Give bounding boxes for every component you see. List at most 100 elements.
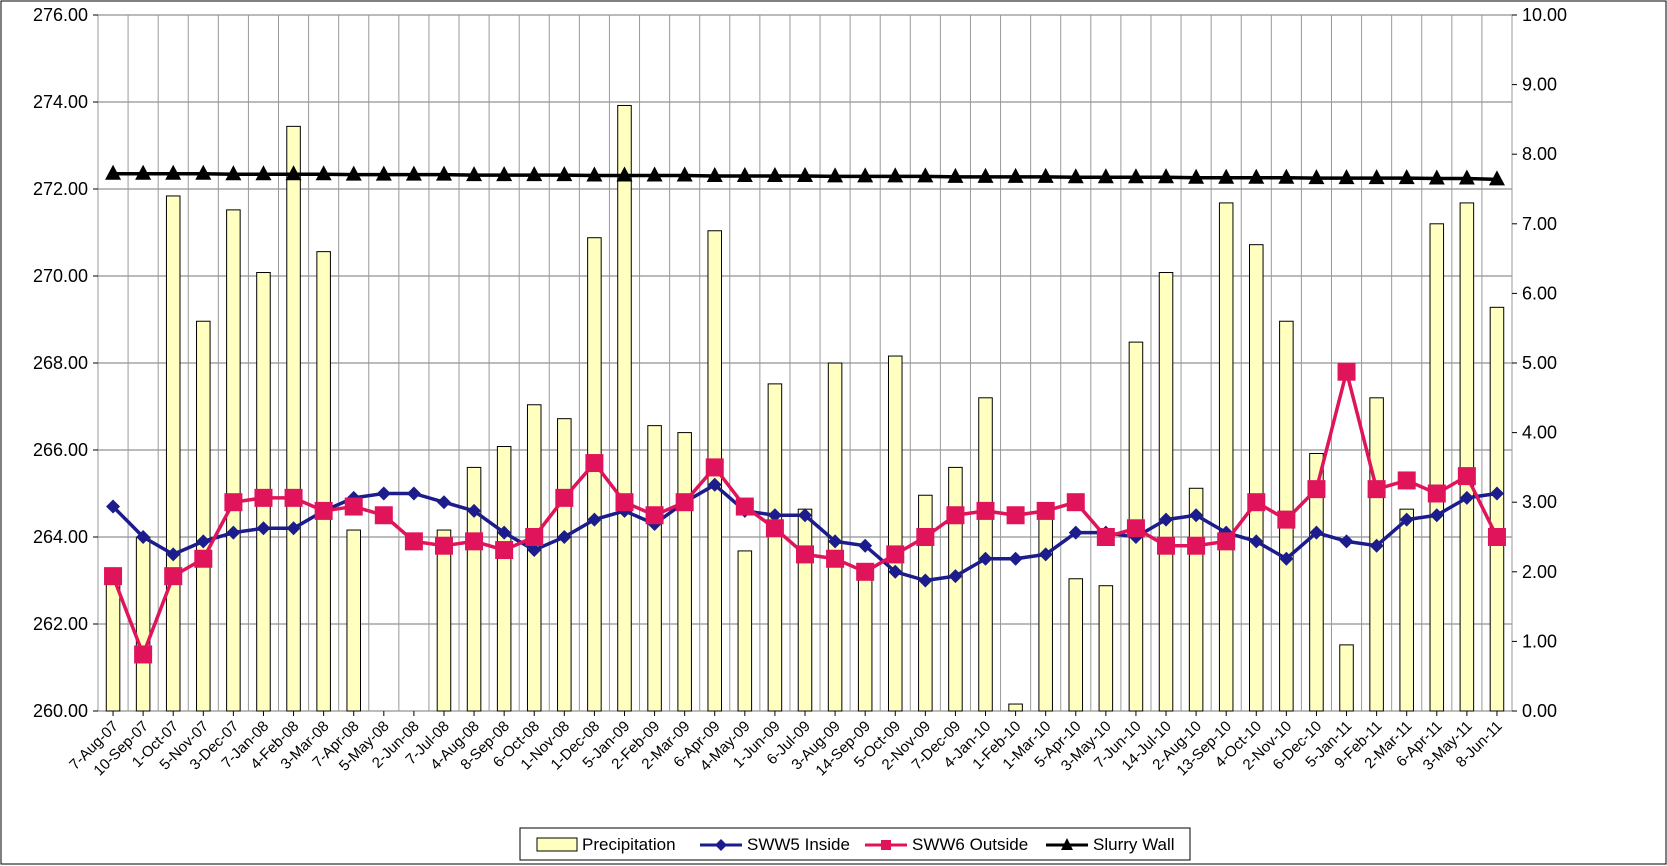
sww6-outside-point: [645, 506, 664, 525]
slurry-wall-point: [1037, 167, 1054, 183]
sww6-outside-point: [615, 493, 634, 512]
slurry-wall-point: [766, 166, 783, 182]
precipitation-bar: [316, 251, 331, 712]
slurry-wall-point: [1278, 168, 1295, 184]
sww6-outside-point: [314, 501, 333, 520]
right-axis-tick-label: 5.00: [1522, 353, 1557, 373]
sww5-inside-point: [376, 486, 391, 501]
left-axis-tick-label: 276.00: [33, 5, 88, 25]
sww5-inside-point: [828, 534, 843, 549]
precipitation-bar: [1369, 397, 1384, 712]
slurry-wall-point: [526, 166, 543, 182]
slurry-wall-point: [947, 167, 964, 183]
slurry-wall-point: [1127, 168, 1144, 184]
sww5-inside-point: [1249, 534, 1264, 549]
precipitation-bar: [587, 237, 602, 712]
slurry-wall-point: [1308, 169, 1325, 185]
legend: Precipitation SWW5 Inside SWW6 Outside S…: [519, 827, 1191, 861]
slurry-wall-point: [405, 165, 422, 181]
sww5-inside-point: [1068, 525, 1083, 540]
precipitation-bar: [286, 125, 301, 712]
sww5-inside-point: [948, 569, 963, 584]
right-axis-tick-label: 7.00: [1522, 214, 1557, 234]
precipitation-bar: [1459, 202, 1475, 712]
sww5-inside-point: [888, 564, 903, 579]
precipitation-bar: [1038, 515, 1053, 712]
right-axis-tick-label: 8.00: [1522, 144, 1557, 164]
sww6-outside-point: [194, 549, 213, 568]
precipitation-bar: [1489, 306, 1505, 712]
precipitation-bar: [677, 432, 692, 712]
slurry-wall-point: [466, 166, 483, 182]
slurry-wall-point: [1398, 169, 1415, 185]
sww5-inside-point: [1429, 508, 1444, 523]
sww6-outside-point: [1487, 528, 1506, 546]
sww6-outside-point: [344, 497, 363, 516]
precipitation-bar: [1098, 585, 1114, 712]
sww5-inside-point: [1369, 538, 1384, 553]
slurry-wall-point: [977, 167, 994, 183]
sww6-outside-point: [585, 454, 604, 473]
sww6-outside-point: [1367, 480, 1386, 499]
sww6-outside-point: [796, 545, 814, 564]
sww5-inside-point: [587, 512, 602, 527]
slurry-wall-point: [1218, 168, 1235, 184]
slurry-wall-point: [345, 165, 362, 181]
sww6-outside-point: [164, 567, 183, 586]
sww6-outside-point: [705, 458, 724, 477]
right-axis-tick-label: 6.00: [1522, 283, 1557, 303]
sww5-inside-point: [1279, 551, 1294, 566]
sww5-inside-point: [1459, 490, 1474, 505]
precipitation-bar: [797, 508, 813, 712]
precipitation-bar: [496, 446, 512, 712]
legend-label-precipitation: Precipitation: [582, 835, 676, 854]
slurry-wall-point: [556, 166, 573, 182]
slurry-wall-point: [435, 165, 452, 181]
right-axis-tick-label: 1.00: [1522, 631, 1557, 651]
left-axis: 260.00 262.00 264.00 266.00 268.00 270.00 272.…: [33, 5, 98, 721]
sww5-inside-point: [196, 534, 211, 549]
precipitation-bar: [526, 404, 542, 712]
sww5-inside-point: [286, 521, 301, 536]
slurry-wall-point: [1428, 169, 1445, 185]
left-axis-tick-label: 262.00: [33, 614, 88, 634]
legend-swatch-precipitation: [536, 837, 578, 852]
sww6-outside-point: [104, 567, 123, 586]
slurry-wall-point: [255, 165, 272, 181]
left-axis-tick-label: 272.00: [33, 179, 88, 199]
sww5-inside-point: [1339, 534, 1354, 549]
sww6-outside-point: [1187, 536, 1206, 555]
left-axis-tick-label: 260.00: [33, 701, 88, 721]
sww6-outside-point: [675, 493, 694, 512]
precipitation-bar: [647, 425, 662, 712]
legend-marker-sww6: [881, 840, 891, 850]
sww6-outside-point: [374, 506, 393, 525]
precipitation-bars: [105, 104, 1505, 712]
precipitation-bar: [346, 529, 361, 712]
slurry-wall-point: [736, 166, 753, 182]
precipitation-bar: [557, 418, 572, 712]
sww5-inside-point: [136, 530, 151, 544]
sww6-outside-point: [1157, 536, 1176, 555]
series-lines: [104, 164, 1506, 664]
legend-marker-slurry: [1061, 838, 1073, 850]
slurry-wall-point: [706, 166, 723, 182]
slurry-wall-point: [1248, 168, 1265, 184]
precipitation-bar: [857, 564, 873, 712]
sww5-inside-point: [497, 525, 512, 540]
sww6-outside-point: [525, 528, 544, 546]
sww6-outside-point: [1457, 467, 1476, 486]
precipitation-bar: [887, 355, 903, 712]
sww5-inside-point: [226, 525, 241, 540]
sww5-inside-point: [557, 530, 572, 544]
sww6-outside-point: [946, 506, 965, 525]
slurry-wall-point: [1368, 169, 1385, 185]
sww6-outside-point: [434, 536, 453, 555]
sww6-outside-point: [1006, 506, 1025, 525]
sww6-outside-point: [1277, 510, 1296, 529]
sww5-inside-point: [1399, 512, 1414, 527]
precipitation-bar: [1249, 244, 1264, 712]
sww5-inside-point: [798, 508, 812, 523]
sww5-inside-point: [767, 508, 782, 523]
